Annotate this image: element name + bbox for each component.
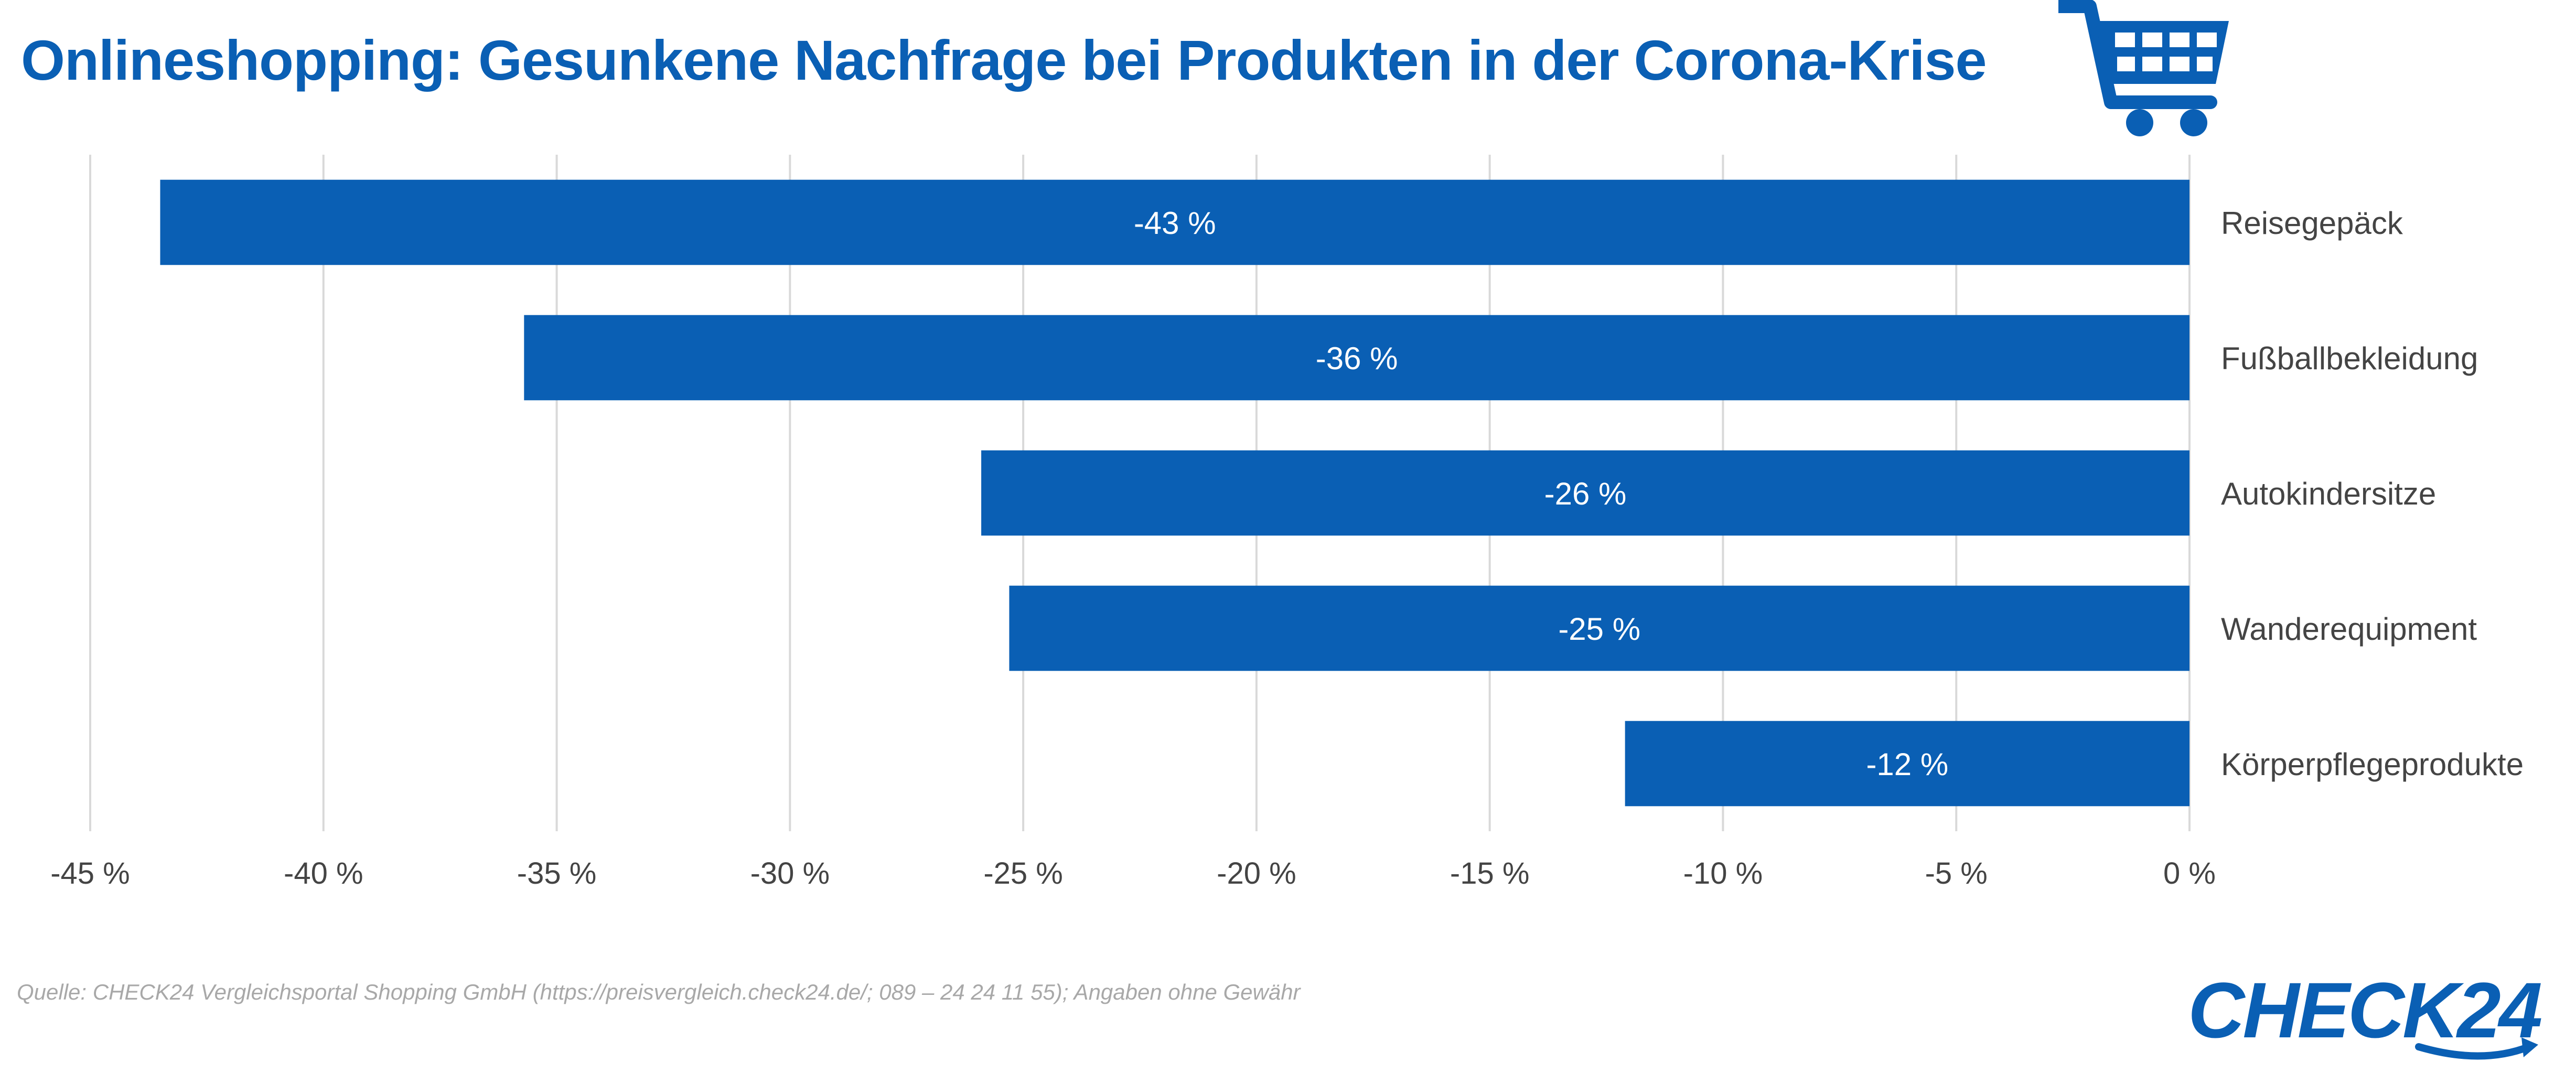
x-tick-label: -15 % [1450,856,1530,890]
brand-logo: CHECK24 [2188,968,2566,1063]
x-tick-label: -45 % [50,856,130,890]
x-tick-label: -35 % [517,856,597,890]
x-tick-label: -5 % [1925,856,1988,890]
data-label: -12 % [1866,747,1948,782]
x-tick-label: -25 % [983,856,1063,890]
category-label: Reisegepäck [2221,206,2403,241]
chart-title: Onlineshopping: Gesunkene Nachfrage bei … [21,28,1987,92]
bar [1625,721,2189,807]
bar [1009,585,2190,671]
category-label: Körperpflegeprodukte [2221,747,2524,782]
category-label: Wanderequipment [2221,611,2477,647]
x-tick-label: -10 % [1683,856,1763,890]
shopping-cart-icon [2058,0,2229,136]
x-tick-label: -20 % [1217,856,1296,890]
source-note: Quelle: CHECK24 Vergleichsportal Shoppin… [17,980,1301,1004]
category-label: Autokindersitze [2221,476,2436,511]
bar [524,315,2190,401]
circular-arrow-icon [2415,1037,2538,1060]
data-label: -36 % [1316,341,1398,376]
category-label: Fußballbekleidung [2221,341,2478,376]
x-tick-label: -30 % [750,856,830,890]
data-label: -43 % [1134,206,1216,241]
data-label: -25 % [1558,611,1640,647]
brand-name: CHECK24 [2188,966,2542,1054]
bar [160,179,2189,265]
bar-chart: -45 % -40 % -35 % -30 % -25 % -20 % -15 % -10 %… [50,155,2524,890]
x-tick-label: 0 % [2163,856,2216,890]
bar [981,450,2189,536]
data-label: -26 % [1544,476,1627,511]
x-tick-label: -40 % [284,856,363,890]
